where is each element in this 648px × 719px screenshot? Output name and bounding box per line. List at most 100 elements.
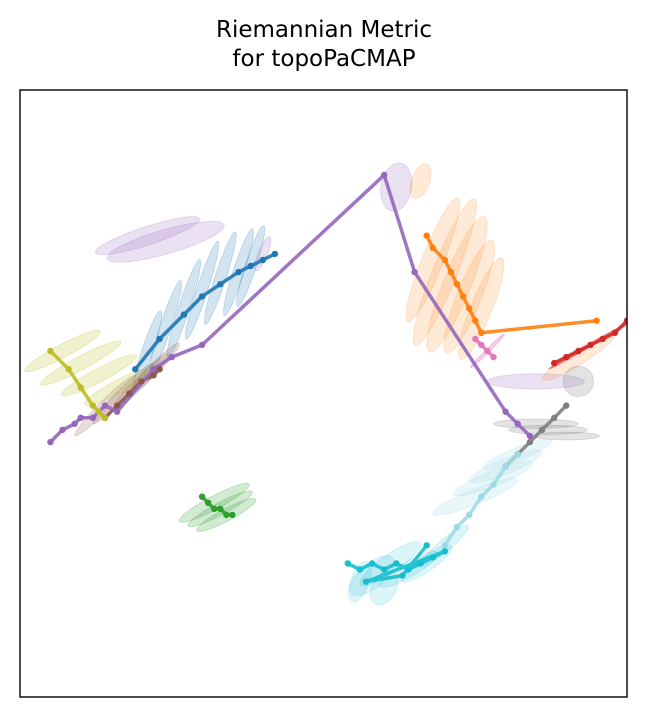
- data-point: [478, 341, 485, 349]
- data-point: [132, 366, 139, 373]
- data-point: [441, 542, 449, 549]
- data-point: [484, 347, 491, 355]
- data-point: [223, 511, 230, 519]
- data-point: [563, 353, 570, 361]
- data-point: [138, 378, 145, 385]
- data-point: [405, 566, 412, 573]
- data-point: [453, 523, 461, 531]
- data-point: [623, 317, 627, 324]
- data-point: [472, 335, 479, 343]
- metric-ellipse: [532, 431, 601, 441]
- data-point: [47, 347, 54, 355]
- data-point: [399, 572, 406, 579]
- data-point: [381, 566, 388, 573]
- metric-ellipse: [106, 221, 225, 263]
- data-point: [593, 317, 600, 324]
- metric-ellipse: [348, 561, 372, 603]
- data-point: [89, 402, 97, 409]
- data-point: [514, 451, 521, 458]
- series-trajectory: [473, 337, 496, 359]
- metric-ellipse: [24, 329, 101, 373]
- data-point: [77, 384, 84, 391]
- data-point: [599, 335, 606, 343]
- data-point: [490, 353, 497, 361]
- data-point: [526, 432, 534, 440]
- data-point: [156, 366, 163, 373]
- data-point: [150, 372, 157, 379]
- data-point: [77, 414, 84, 421]
- data-point: [247, 262, 254, 270]
- axes-frame: [19, 89, 628, 698]
- data-point: [229, 511, 236, 519]
- data-point: [126, 390, 133, 397]
- data-point: [490, 481, 497, 488]
- data-point: [101, 414, 109, 421]
- data-point: [441, 256, 449, 264]
- data-point: [113, 402, 121, 409]
- data-point: [393, 560, 400, 567]
- data-point: [211, 505, 218, 512]
- metric-ellipse: [562, 365, 595, 397]
- data-point: [271, 250, 279, 258]
- data-point: [113, 408, 121, 415]
- data-point: [217, 505, 224, 512]
- data-point: [502, 408, 509, 415]
- data-point: [459, 293, 467, 300]
- metric-ellipse: [458, 257, 505, 360]
- data-point: [362, 578, 370, 585]
- chart-title: Riemannian Metric for topoPaCMAP: [0, 16, 648, 74]
- data-point: [356, 566, 364, 573]
- data-point: [563, 402, 570, 409]
- data-point: [101, 402, 109, 409]
- data-point: [344, 560, 351, 567]
- point-layer: [47, 171, 627, 585]
- data-point: [217, 281, 224, 288]
- metric-ellipse: [95, 216, 200, 256]
- data-point: [417, 560, 424, 567]
- data-point: [575, 347, 582, 355]
- metric-ellipse: [40, 340, 122, 386]
- data-point: [95, 408, 103, 415]
- data-point: [526, 438, 534, 446]
- data-point: [168, 353, 175, 361]
- data-point: [478, 329, 485, 336]
- data-point: [466, 511, 473, 519]
- metric-ellipse: [380, 162, 413, 212]
- data-point: [423, 232, 430, 239]
- data-point: [198, 341, 206, 349]
- data-point: [441, 548, 449, 555]
- metric-ellipse: [409, 163, 432, 199]
- data-point: [502, 463, 509, 470]
- data-point: [429, 244, 436, 251]
- data-point: [587, 341, 594, 349]
- data-point: [71, 420, 78, 427]
- data-point: [381, 171, 388, 179]
- data-point: [472, 317, 479, 324]
- data-point: [180, 311, 188, 318]
- data-point: [423, 542, 430, 549]
- chart-title-line-2: for topoPaCMAP: [232, 46, 416, 72]
- series-trajectory: [424, 233, 599, 335]
- data-point: [551, 359, 558, 367]
- data-point: [368, 560, 376, 567]
- data-point: [538, 426, 546, 434]
- data-point: [611, 329, 619, 336]
- data-point: [198, 493, 206, 500]
- metric-ellipse: [443, 239, 495, 354]
- data-point: [429, 554, 436, 561]
- data-point: [198, 293, 206, 300]
- data-point: [59, 426, 66, 434]
- data-point: [65, 366, 72, 373]
- data-point: [235, 268, 242, 276]
- data-point: [47, 438, 54, 446]
- data-point: [447, 268, 455, 276]
- data-point: [453, 281, 461, 288]
- data-point: [514, 420, 521, 427]
- metric-ellipse: [405, 197, 461, 323]
- metric-ellipse: [84, 368, 150, 406]
- data-point: [150, 366, 157, 373]
- data-point: [259, 256, 266, 264]
- chart-title-line-1: Riemannian Metric: [215, 17, 433, 43]
- data-point: [411, 268, 418, 276]
